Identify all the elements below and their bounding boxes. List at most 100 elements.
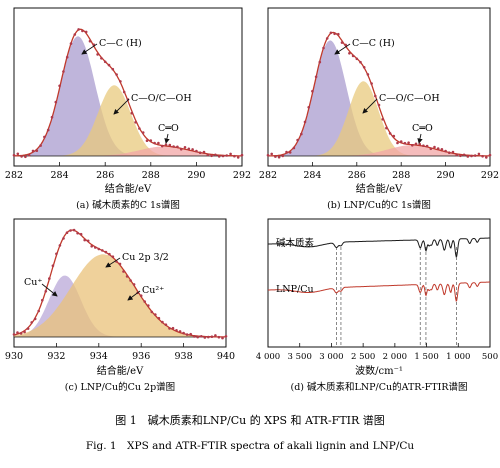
panel-a-data-point [225, 154, 229, 157]
panel-c-xtick-label: 934 [90, 351, 108, 362]
panel-b-data-point [296, 138, 299, 142]
panel-b-data-point [403, 141, 407, 145]
panel-c-data-point [101, 249, 104, 252]
panel-b-data-point [392, 134, 396, 138]
panel-c-data-point [97, 247, 101, 251]
panel-c-data-point [44, 290, 48, 293]
panel-a-annotation-co: C—O/C—OH [131, 93, 192, 104]
panel-b-component-3 [268, 145, 490, 156]
panel-a-data-point [149, 139, 153, 142]
panel-d-legend-lignin: 碱木质素 [276, 237, 315, 249]
panel-b-data-point [307, 106, 311, 109]
panel-a-data-point [233, 154, 236, 158]
panel-c-data-point [104, 250, 108, 254]
panel-b-data-point [451, 150, 455, 154]
panel-d-frame [267, 218, 491, 348]
panel-c-data-point [33, 317, 37, 321]
panel-d-caption: (d) 碱木质素和LNP/Cu的ATR-FTIR谱图 [291, 381, 468, 393]
panel-b-data-point [455, 153, 459, 157]
panel-b-data-point [470, 154, 473, 158]
panel-a-data-point [160, 144, 164, 148]
panel-b-data-point [281, 154, 285, 158]
panel-d-xtick-label: 3 000 [319, 352, 343, 362]
panel-a-data-point [69, 42, 73, 45]
panel-c-data-point [139, 294, 143, 298]
panel-a-data-point [210, 154, 213, 158]
panel-b-data-point [414, 142, 418, 146]
panel-a-data-point [141, 131, 145, 134]
panel-a-arrow-cc [81, 43, 98, 55]
panel-b-xtick-label: 286 [348, 170, 366, 181]
panel-a-frame [13, 7, 243, 167]
panel-c-data-point [16, 331, 19, 334]
panel-a-data-point [179, 148, 183, 151]
panel-a-data-point [88, 39, 92, 43]
panel-c-data-point [132, 283, 136, 286]
panel-a-data-point [217, 155, 221, 158]
panel-a-xtick-label: 292 [233, 170, 251, 181]
panel-a-data-point [195, 149, 198, 153]
panel-c-data-point [175, 329, 178, 332]
panel-b-data-point [314, 75, 318, 79]
panel-b-arrow-co [362, 98, 378, 114]
panel-b-data-point [462, 153, 466, 157]
panel-b-data-point [433, 145, 436, 149]
panel-c-data-point [108, 252, 111, 256]
panel-b-data-point [396, 141, 399, 145]
panel-b-data-point [274, 155, 277, 158]
panel-a-data-point [187, 147, 191, 151]
panel-a-data-point [12, 153, 16, 157]
panel-a-data-point [134, 121, 137, 124]
panel-a-data-point [73, 33, 77, 36]
panel-a-data-point [236, 156, 240, 159]
panel-b-data-point [325, 37, 329, 40]
panel-a-data-point [145, 139, 149, 142]
panel-c-arrow-cu2p [105, 257, 121, 268]
panel-b-annotation-co: C—O/C—OH [379, 93, 440, 104]
panel-b-data-point [481, 155, 484, 158]
panel-b-data-point [399, 140, 403, 143]
panel-b-xtick-label: 292 [481, 170, 499, 181]
panel-b-data-point [285, 150, 288, 154]
panel-c-data-point [118, 262, 122, 266]
panel-c-xtick-label: 938 [175, 351, 193, 362]
panel-b-data-point [303, 120, 307, 124]
panel-c-data-point [143, 300, 146, 303]
panel-d-atr-ftir: 4 000 3 500 3 000 2 500 2 000 1 500 1 000 500 碱… [256, 218, 498, 377]
panel-b-data-point [277, 155, 281, 159]
panel-b-data-point [422, 144, 425, 147]
panel-d-xtick-label: 2 500 [351, 352, 375, 362]
panel-c-arrow-cu-plus [41, 283, 58, 297]
panel-a-component-3 [14, 146, 242, 156]
panel-a-xtick-label: 282 [5, 170, 23, 181]
panel-a-component-2 [14, 85, 242, 156]
panel-b-arrow-cc [334, 43, 351, 55]
panel-c-caption: (c) LNP/Cu的Cu 2p谱图 [65, 381, 175, 393]
panel-b-data-point [429, 147, 433, 151]
panel-a-data-point [46, 128, 50, 132]
panel-a-data-point [16, 152, 20, 156]
panel-c-data-point [150, 310, 154, 314]
panel-c-data-point [83, 238, 86, 242]
panel-c-xtick-label: 936 [132, 351, 150, 362]
panel-a-data-point [138, 127, 141, 130]
panel-a-data-point [100, 57, 103, 60]
panel-a-data-point [198, 151, 202, 154]
panel-b-caption: (b) LNP/Cu的C 1s谱图 [327, 199, 431, 211]
panel-c-data-point [178, 330, 182, 333]
panel-c-frame [13, 218, 227, 348]
panel-a-data-point [43, 135, 46, 139]
panel-c-data-point [125, 275, 129, 278]
panel-a-xtick-label: 288 [142, 170, 160, 181]
panel-a-data-point [206, 153, 210, 157]
panel-b-data-point [292, 146, 296, 150]
panel-a-data-point [214, 153, 217, 157]
panel-b-data-point [311, 89, 314, 93]
panel-b-data-point [333, 32, 336, 36]
panel-c-data-point [221, 336, 224, 340]
panel-c-data-point [224, 335, 228, 338]
panel-c-data-point [86, 239, 90, 243]
panel-c-data-point [210, 335, 214, 339]
panel-a-data-point [20, 155, 23, 158]
